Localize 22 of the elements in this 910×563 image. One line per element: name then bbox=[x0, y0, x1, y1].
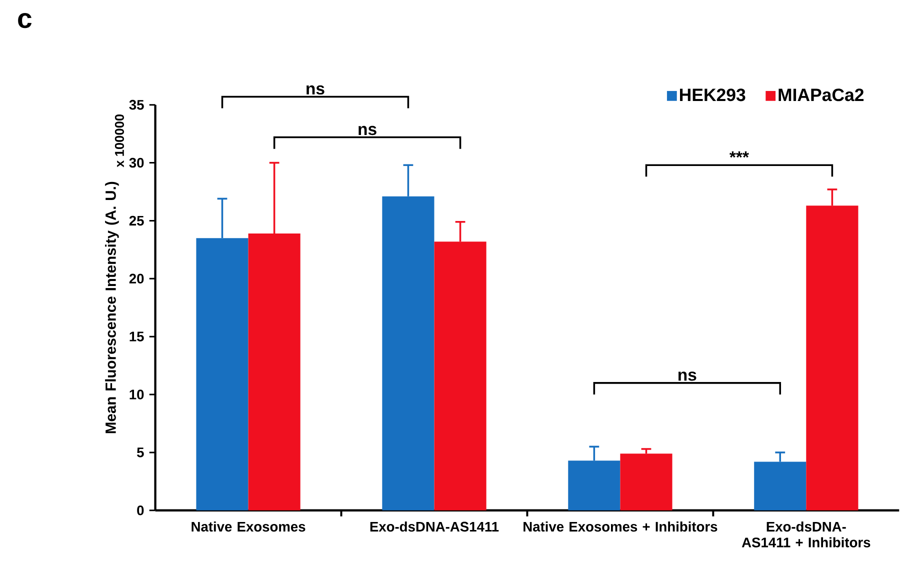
y-tick-label: 0 bbox=[137, 506, 144, 516]
x-tick-label: Native Exosomes + Inhibitors bbox=[524, 522, 718, 532]
legend-label: MIAPaCa2 bbox=[778, 88, 864, 102]
text: ns bbox=[306, 85, 324, 95]
legend-label: HEK293 bbox=[680, 88, 746, 102]
y-tick-label: 5 bbox=[136, 448, 144, 458]
x-tick-label: Exo-dsDNA-AS1411 + Inhibitors bbox=[742, 522, 870, 548]
x-tick-label: Exo-dsDNA-AS1411 bbox=[370, 522, 499, 532]
y-tick-label: 15 bbox=[130, 332, 144, 342]
annotation: ns bbox=[678, 372, 696, 381]
chart-title: c bbox=[18, 13, 32, 28]
y-tick-label: 30 bbox=[129, 158, 144, 168]
y-tick-label: 25 bbox=[129, 216, 144, 226]
y-tick-label: 20 bbox=[129, 274, 144, 284]
annotation: *** bbox=[729, 151, 749, 158]
x-tick-label: Native Exosomes bbox=[192, 522, 306, 532]
y-axis-title: Mean Fluorescence Intensity (A. U.) bbox=[105, 182, 119, 434]
annotation: ns bbox=[358, 126, 376, 136]
y-tick-label: 10 bbox=[130, 390, 144, 400]
bar bbox=[620, 454, 672, 510]
text: x 100000 bbox=[114, 114, 124, 168]
y-tick-label: 35 bbox=[129, 100, 144, 110]
